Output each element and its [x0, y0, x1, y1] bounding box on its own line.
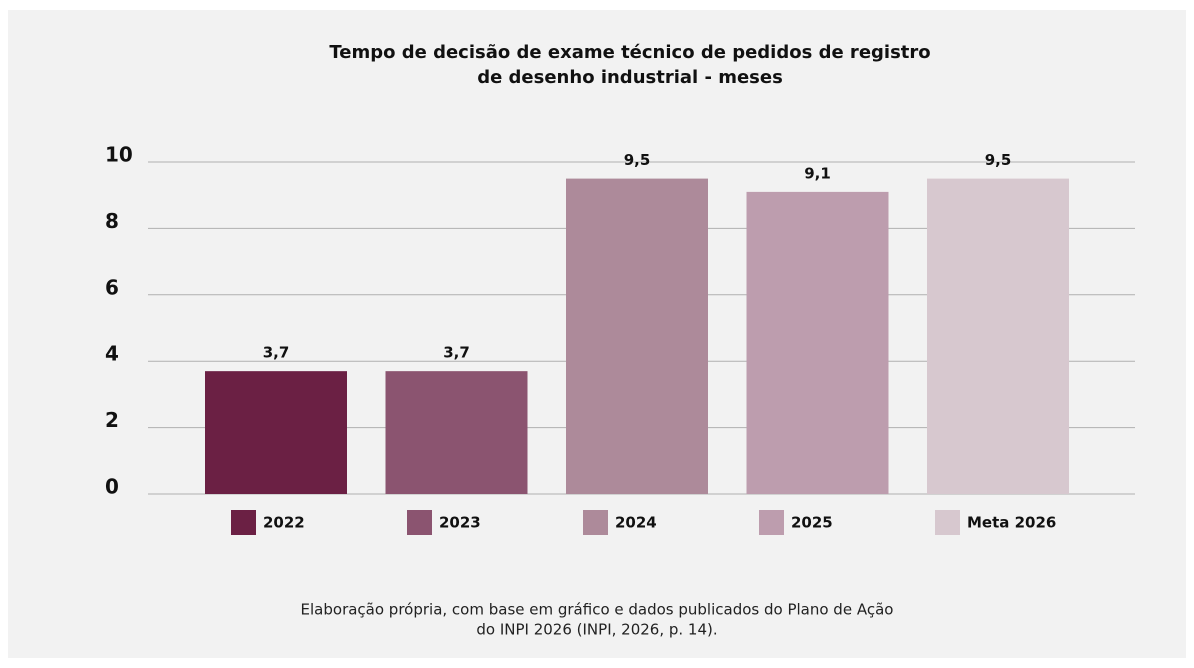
data-label: 9,5 — [624, 151, 651, 169]
data-label: 9,1 — [804, 164, 831, 182]
y-tick-label: 4 — [105, 342, 119, 366]
source-note: do INPI 2026 (INPI, 2026, p. 14). — [476, 621, 717, 639]
bar — [566, 178, 708, 494]
bar — [205, 371, 347, 494]
legend-label: Meta 2026 — [967, 514, 1056, 532]
legend-swatch — [231, 510, 256, 535]
bar — [385, 371, 528, 494]
y-tick-label: 0 — [105, 475, 119, 499]
legend-swatch — [583, 510, 608, 535]
chart-title: Tempo de decisão de exame técnico de ped… — [329, 42, 930, 63]
legend-swatch — [407, 510, 432, 535]
bar — [746, 191, 889, 494]
legend-label: 2025 — [791, 514, 833, 532]
y-tick-label: 6 — [105, 275, 119, 299]
chart-title: de desenho industrial - meses — [477, 67, 783, 88]
y-tick-label: 10 — [105, 143, 133, 167]
legend-label: 2022 — [263, 514, 305, 532]
legend-swatch — [759, 510, 784, 535]
data-label: 3,7 — [443, 344, 470, 362]
legend-label: 2023 — [439, 514, 481, 532]
bar — [927, 178, 1069, 494]
legend-label: 2024 — [615, 514, 657, 532]
data-label: 3,7 — [263, 344, 290, 362]
data-label: 9,5 — [985, 151, 1012, 169]
legend-swatch — [935, 510, 960, 535]
source-note: Elaboração própria, com base em gráfico … — [301, 601, 894, 619]
y-tick-label: 2 — [105, 408, 119, 432]
y-tick-label: 8 — [105, 209, 119, 233]
